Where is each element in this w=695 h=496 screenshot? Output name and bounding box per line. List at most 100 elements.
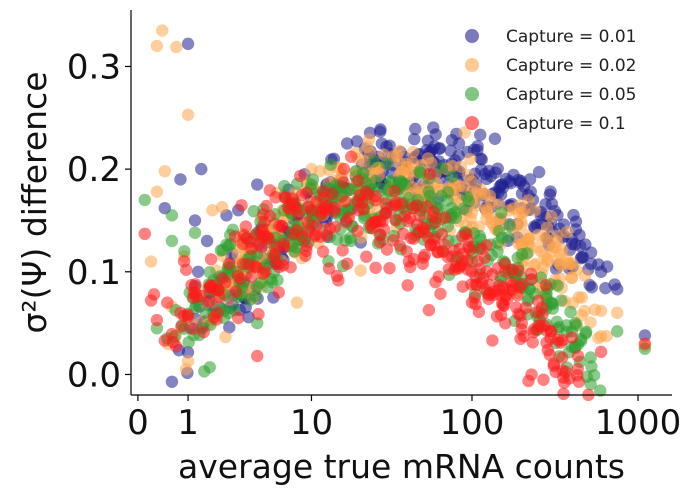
point-series-4: [138, 227, 151, 241]
point-series-4: [180, 263, 193, 276]
point-series-4: [300, 239, 313, 253]
point-series-4: [332, 274, 345, 287]
point-series-1: [200, 234, 214, 248]
point-series-4: [465, 296, 479, 309]
point-series-4: [202, 294, 216, 308]
point-series-4: [150, 313, 164, 327]
point-series-2: [528, 204, 541, 217]
point-series-4: [272, 286, 285, 299]
point-series-4: [456, 229, 469, 243]
point-series-4: [456, 280, 469, 293]
point-series-2: [540, 221, 554, 234]
point-series-3: [203, 361, 216, 374]
point-series-4: [565, 331, 578, 344]
point-series-4: [336, 244, 349, 257]
point-series-4: [260, 199, 273, 213]
point-series-4: [305, 204, 318, 217]
point-series-4: [423, 167, 436, 181]
point-series-2: [611, 306, 624, 320]
point-series-4: [511, 289, 524, 302]
point-series-2: [206, 204, 219, 217]
point-series-4: [395, 197, 408, 211]
point-series-4: [403, 212, 417, 225]
point-series-4: [352, 204, 365, 217]
point-series-3: [380, 157, 393, 171]
point-series-3: [435, 161, 449, 175]
point-series-4: [504, 275, 518, 289]
point-series-4: [516, 277, 529, 291]
point-series-1: [452, 137, 466, 150]
point-series-2: [219, 330, 232, 344]
point-series-4: [252, 308, 265, 321]
point-series-3: [594, 384, 607, 397]
point-series-1: [594, 265, 608, 278]
point-series-3: [423, 189, 437, 203]
point-series-4: [480, 265, 493, 278]
point-series-2: [584, 316, 597, 329]
x-tick-label: 1000: [595, 403, 682, 443]
point-series-4: [571, 349, 585, 363]
point-series-3: [220, 238, 233, 251]
point-series-2: [594, 304, 608, 318]
legend-entry: Capture = 0.05: [506, 85, 637, 105]
point-series-1: [574, 239, 587, 253]
point-series-2: [474, 183, 487, 196]
point-series-1: [409, 122, 422, 136]
point-series-4: [422, 303, 436, 317]
point-series-1: [195, 162, 208, 176]
point-series-4: [229, 285, 243, 298]
point-series-4: [413, 209, 426, 222]
legend-marker: [465, 29, 479, 43]
point-series-4: [559, 365, 573, 379]
point-series-2: [565, 257, 578, 270]
point-series-2: [556, 243, 569, 256]
point-series-4: [222, 257, 236, 271]
point-series-1: [488, 132, 502, 145]
point-series-1: [181, 37, 195, 51]
point-series-1: [482, 164, 496, 178]
point-series-1: [174, 173, 187, 186]
point-series-4: [547, 359, 560, 373]
point-series-4: [211, 306, 224, 320]
point-series-3: [188, 226, 202, 239]
data-points: [138, 24, 652, 402]
point-series-4: [379, 197, 392, 210]
point-series-2: [579, 269, 592, 282]
legend-entry: Capture = 0.1: [506, 114, 626, 134]
point-series-2: [464, 152, 477, 166]
point-series-4: [161, 296, 174, 309]
legend-marker: [465, 116, 479, 130]
point-series-1: [494, 188, 508, 201]
point-series-4: [292, 208, 305, 222]
point-series-2: [400, 157, 413, 171]
point-series-4: [250, 260, 264, 274]
point-series-3: [222, 306, 235, 320]
point-series-4: [498, 257, 512, 271]
point-series-1: [444, 144, 457, 157]
point-series-4: [308, 230, 321, 243]
point-series-3: [584, 351, 597, 364]
point-series-2: [531, 228, 545, 242]
point-series-2: [362, 133, 376, 146]
y-tick-label: 0.2: [67, 150, 121, 190]
point-series-3: [367, 155, 380, 168]
point-series-4: [144, 294, 158, 307]
point-series-4: [369, 261, 382, 274]
legend-marker: [465, 58, 479, 72]
point-series-4: [299, 249, 312, 262]
x-tick-label: 0: [127, 403, 149, 443]
point-series-3: [413, 165, 426, 178]
point-series-3: [324, 158, 337, 171]
point-series-3: [178, 245, 191, 258]
point-series-2: [144, 255, 158, 268]
point-series-4: [540, 336, 553, 349]
point-series-4: [638, 337, 652, 350]
point-series-2: [215, 200, 229, 214]
point-series-4: [527, 323, 541, 336]
point-series-2: [406, 145, 420, 159]
x-axis-label: average true mRNA counts: [178, 447, 625, 486]
point-series-3: [520, 247, 534, 260]
point-series-4: [294, 169, 307, 183]
point-series-4: [228, 230, 242, 243]
